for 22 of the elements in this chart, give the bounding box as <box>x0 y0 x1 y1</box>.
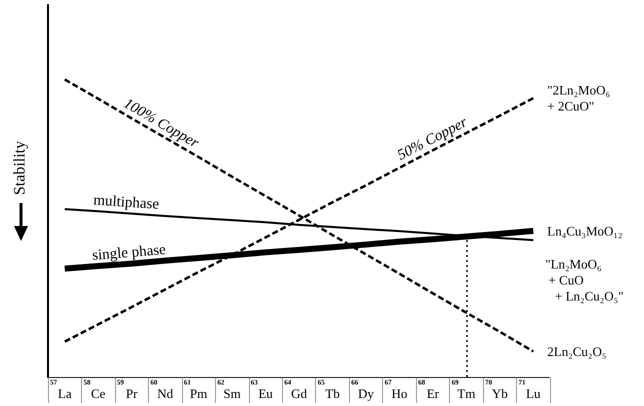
x-tick-label: Ce <box>90 386 106 401</box>
x-tick-label: Nd <box>157 386 174 401</box>
x-tick-label: Lu <box>526 386 541 401</box>
x-tick-label: Pr <box>126 386 138 401</box>
x-tick-label: Er <box>426 386 440 401</box>
annotation: Ln₄Cu₃MoO₁₂ <box>547 223 622 238</box>
y-axis-title: Stability <box>12 140 28 196</box>
series-label: single phase <box>92 242 167 264</box>
x-tick-label: Tm <box>457 386 476 401</box>
x-tick-label: Pm <box>190 386 208 401</box>
annotation: "Ln₂MoO₆ + CuO + Ln₂Cu₂O₅" <box>545 256 624 304</box>
x-tick-label: La <box>58 386 72 401</box>
x-tick-label: Eu <box>258 386 274 401</box>
x-tick-label: Sm <box>223 386 241 401</box>
annotation: 2Ln₂Cu₂O₅ <box>547 344 606 359</box>
x-tick-label: Ho <box>391 386 408 401</box>
series-label: multiphase <box>92 192 160 213</box>
x-tick-label: Dy <box>358 386 374 401</box>
x-tick-label: Yb <box>492 386 508 401</box>
x-tick-label: Tb <box>325 386 340 401</box>
annotation: "2Ln₂MoO₆ + 2CuO" <box>547 82 610 114</box>
x-tick-label: Gd <box>291 386 308 401</box>
